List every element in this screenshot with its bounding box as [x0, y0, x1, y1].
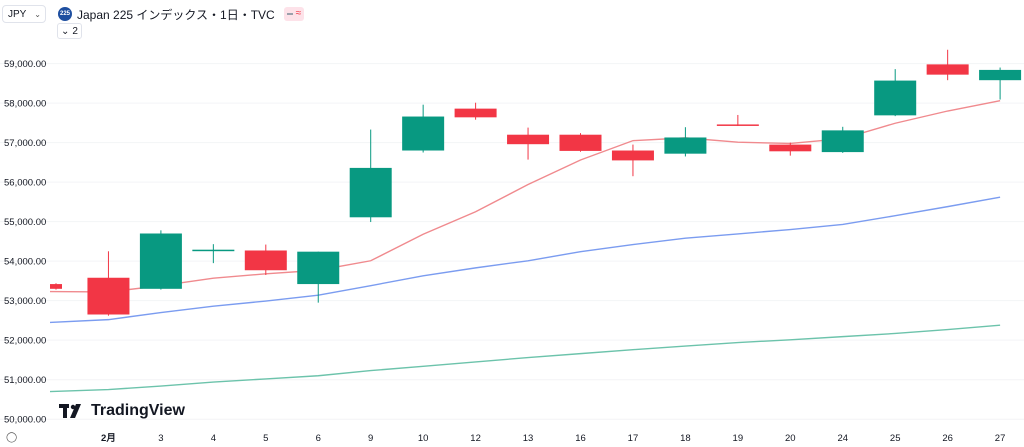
chart-grid [0, 63, 1024, 420]
x-tick-label: 4 [211, 433, 216, 444]
y-tick-label: 59,000.00 [4, 59, 46, 70]
candle-body [821, 130, 864, 153]
candle[interactable] [50, 283, 62, 290]
candle-body [769, 144, 812, 152]
y-tick-label: 58,000.00 [4, 99, 46, 110]
dash-icon [286, 13, 293, 15]
indicators-toggle[interactable]: ⌄ 2 [57, 23, 82, 39]
candle-body [874, 80, 917, 116]
wave-icon: ≈ [295, 8, 302, 19]
candle-body [611, 150, 654, 161]
candle[interactable] [244, 244, 287, 275]
y-tick-label: 54,000.00 [4, 257, 46, 268]
x-tick-label: 20 [785, 433, 796, 444]
x-tick-label: 3 [158, 433, 163, 444]
indicator-count: 2 [72, 25, 78, 37]
settings-icon[interactable]: ◯ [6, 432, 18, 443]
tradingview-logo-icon [59, 404, 81, 418]
y-tick-label: 53,000.00 [4, 296, 46, 307]
x-tick-label: 24 [837, 433, 848, 444]
candle[interactable] [559, 133, 602, 152]
x-tick-label: 18 [680, 433, 691, 444]
y-tick-label: 57,000.00 [4, 138, 46, 149]
candle[interactable] [926, 49, 969, 81]
x-tick-label: 17 [628, 433, 639, 444]
candle-body [559, 134, 602, 151]
currency-label: JPY [8, 9, 27, 20]
candle[interactable] [402, 104, 445, 153]
price-axis[interactable]: 50,000.00 51,000.00 52,000.00 53,000.00 54,0… [4, 59, 46, 426]
x-tick-label: 6 [316, 433, 321, 444]
candle-body [349, 167, 392, 218]
candle-body [297, 251, 340, 285]
candle[interactable] [349, 129, 392, 223]
candle[interactable] [192, 244, 235, 264]
candle-body [50, 284, 62, 289]
candle[interactable] [507, 127, 550, 160]
moving-average-line [49, 196, 1001, 324]
x-tick-label: 13 [523, 433, 534, 444]
x-tick-label: 9 [368, 433, 373, 444]
y-tick-label: 55,000.00 [4, 217, 46, 228]
candle[interactable] [664, 127, 707, 157]
candle[interactable] [979, 67, 1022, 100]
x-tick-label: 16 [575, 433, 586, 444]
candle-body [926, 64, 969, 75]
chevron-down-icon: ⌄ [34, 10, 41, 19]
y-tick-label: 52,000.00 [4, 336, 46, 347]
y-tick-label: 51,000.00 [4, 375, 46, 386]
symbol-logo-icon: 225 [58, 7, 72, 21]
candle[interactable] [611, 144, 654, 177]
y-tick-label: 50,000.00 [4, 415, 46, 426]
candle[interactable] [769, 142, 812, 156]
x-tick-label: 26 [942, 433, 953, 444]
symbol-title[interactable]: Japan 225 インデックス・1日・TVC [77, 7, 275, 22]
tradingview-logo-text: TradingView [91, 402, 185, 419]
candle[interactable] [87, 251, 130, 316]
chevron-down-icon: ⌄ [61, 25, 70, 37]
candle-body [87, 277, 130, 315]
candle-body [507, 134, 550, 145]
candle-body [454, 108, 497, 118]
candle-body [244, 250, 287, 271]
candle[interactable] [716, 114, 759, 127]
candle[interactable] [454, 102, 497, 120]
x-tick-label: 19 [733, 433, 744, 444]
x-tick-label: 27 [995, 433, 1006, 444]
candle-body [192, 249, 235, 252]
candle-body [139, 233, 182, 289]
tradingview-logo[interactable]: TradingView [59, 402, 185, 420]
candles[interactable] [50, 49, 1022, 316]
candle[interactable] [297, 251, 340, 303]
symbol-legend[interactable]: 225 Japan 225 インデックス・1日・TVC ≈ [58, 5, 305, 23]
x-tick-label: 12 [470, 433, 481, 444]
currency-selector[interactable]: JPY ⌄ [2, 5, 46, 23]
x-tick-label: 10 [418, 433, 429, 444]
compare-pill[interactable]: ≈ [283, 7, 305, 21]
candle-body [979, 69, 1022, 81]
candle-body [716, 124, 759, 126]
time-axis[interactable]: 2月 3 4 5 6 9 10 12 13 16 17 18 19 20 24 25 26 27 [101, 433, 1005, 444]
candle-body [402, 116, 445, 151]
moving-average-line [49, 100, 1001, 293]
x-tick-label: 25 [890, 433, 901, 444]
x-tick-label: 2月 [101, 433, 116, 444]
moving-average-line [49, 324, 1001, 393]
x-tick-label: 5 [263, 433, 268, 444]
candle[interactable] [821, 126, 864, 153]
y-tick-label: 56,000.00 [4, 178, 46, 189]
candle-body [664, 137, 707, 154]
candle[interactable] [874, 69, 917, 117]
candle[interactable] [139, 230, 182, 290]
